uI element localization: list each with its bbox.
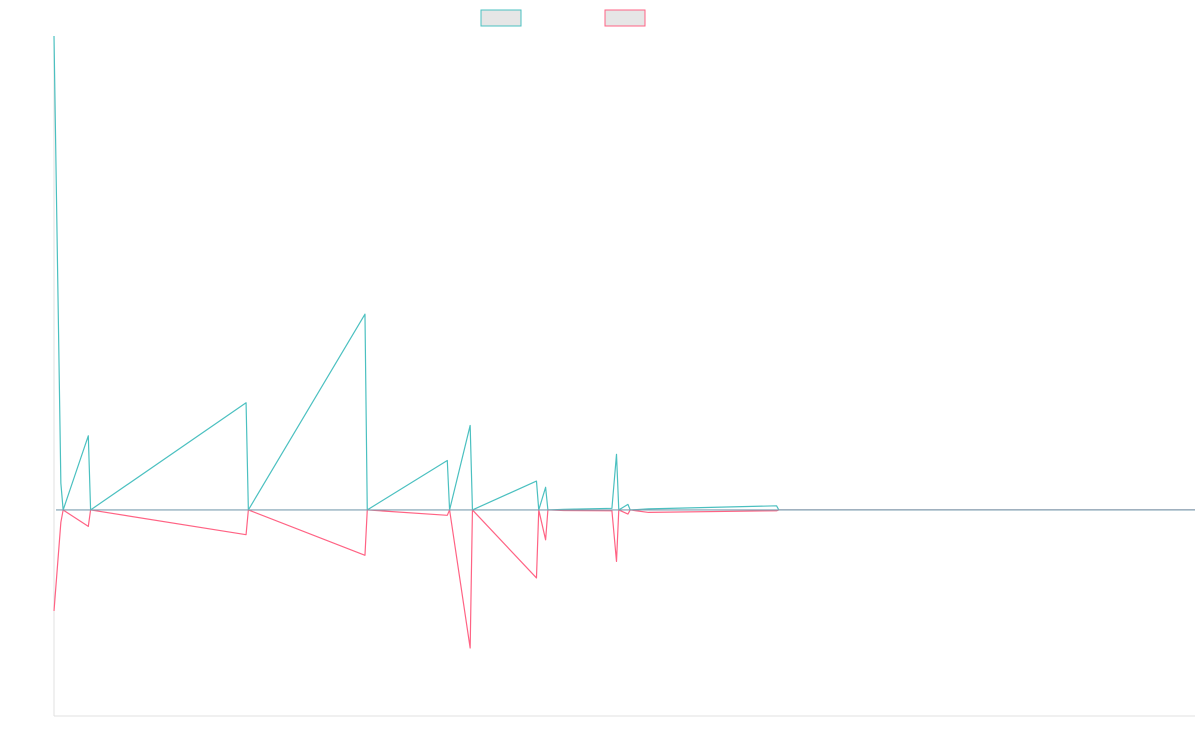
legend-swatch-1[interactable] (480, 9, 522, 27)
series-line-1 (53, 35, 1195, 511)
series-layer (53, 35, 1195, 649)
axes (53, 36, 1195, 717)
legend[interactable] (480, 9, 646, 27)
series-line-2 (53, 509, 1195, 649)
legend-swatch-2[interactable] (604, 9, 646, 27)
